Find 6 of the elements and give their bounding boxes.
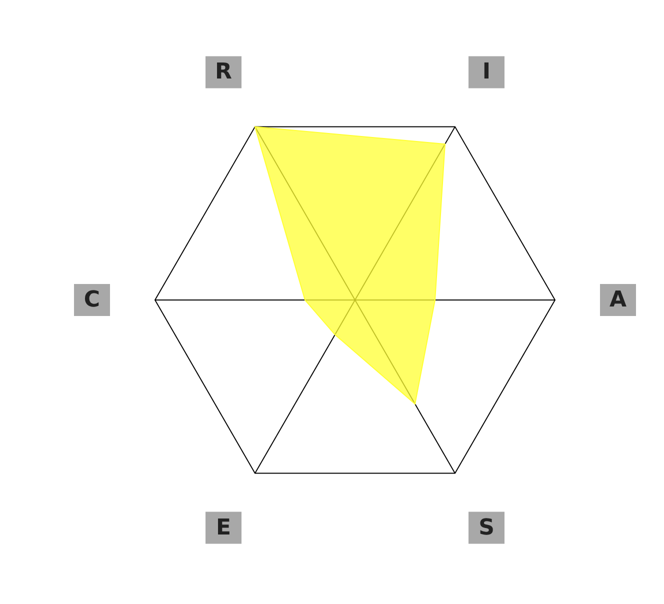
spoke-label: S xyxy=(478,515,494,540)
spoke-label: A xyxy=(609,288,627,312)
spoke-label: I xyxy=(482,60,491,85)
spoke-label: R xyxy=(215,60,232,85)
spoke-label: E xyxy=(216,515,232,540)
spoke-label: C xyxy=(84,288,100,312)
